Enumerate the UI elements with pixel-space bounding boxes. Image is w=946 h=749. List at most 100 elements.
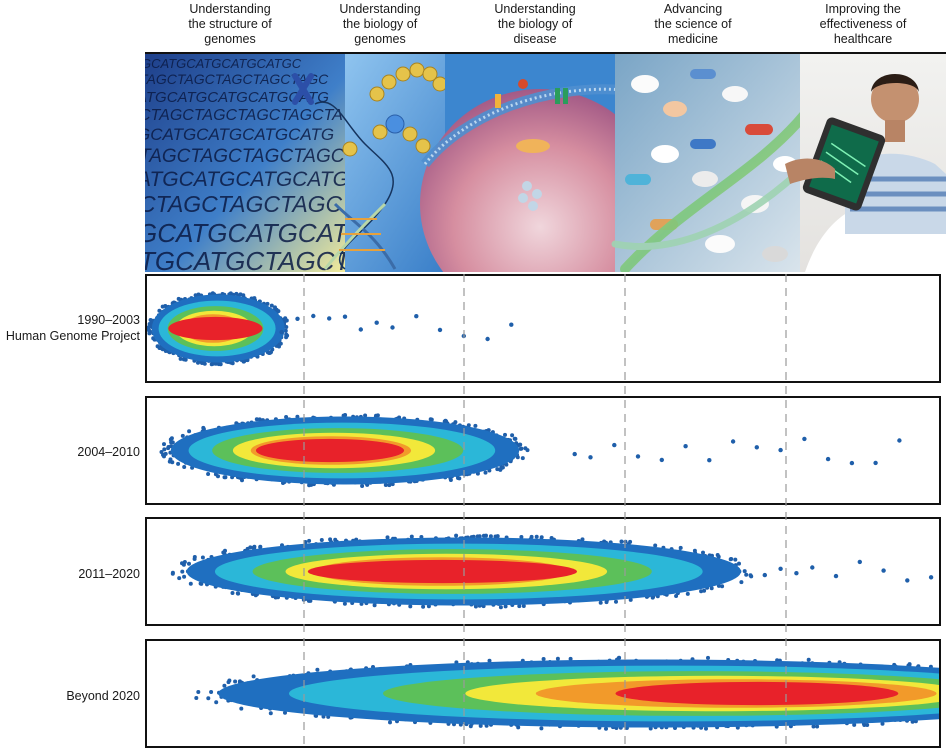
outlier-dot bbox=[635, 454, 641, 459]
scatter-dot bbox=[478, 723, 483, 728]
scatter-dot bbox=[473, 423, 478, 428]
outlier-dot bbox=[588, 455, 593, 460]
outlier-dot bbox=[794, 571, 799, 576]
density-layer-5 bbox=[615, 681, 899, 706]
column-header-biology-disease: Understanding the biology of disease bbox=[494, 2, 576, 46]
scatter-dot bbox=[214, 700, 219, 705]
double-helix-icon bbox=[323, 202, 397, 270]
scatter-dot bbox=[235, 591, 240, 596]
scatter-dot bbox=[516, 725, 521, 730]
outlier-dot bbox=[509, 322, 514, 327]
outlier-dot bbox=[762, 572, 767, 578]
outlier-dot bbox=[659, 457, 664, 463]
receptor-icons bbox=[495, 79, 568, 108]
scatter-dot bbox=[715, 553, 720, 557]
scatter-dot bbox=[604, 726, 608, 731]
scatter-dot bbox=[269, 303, 274, 308]
scatter-dot bbox=[187, 561, 191, 566]
outlier-dot bbox=[730, 439, 736, 444]
nucleosome-chain bbox=[342, 62, 448, 157]
scatter-dot bbox=[623, 539, 628, 544]
cell-body bbox=[420, 89, 660, 272]
outlier-dot bbox=[572, 451, 577, 457]
column-header-structure: Understanding the structure of genomes bbox=[188, 2, 272, 46]
svg-text:CTAGCTAGCTAGCTAGCTA: CTAGCTAGCTAGCTAGCTA bbox=[145, 107, 343, 124]
scatter-dot bbox=[426, 604, 431, 609]
scatter-dot bbox=[166, 446, 171, 451]
panel-2011-2020 bbox=[145, 517, 941, 626]
scatter-dot bbox=[206, 696, 211, 701]
scatter-dot bbox=[409, 534, 414, 539]
scatter-dot bbox=[170, 570, 175, 575]
scatter-dot bbox=[650, 595, 655, 600]
svg-text:ATGCATGCATGCATG: ATGCATGCATGCATG bbox=[145, 168, 349, 191]
scatter-dot bbox=[604, 600, 609, 605]
organelle-icon bbox=[516, 139, 550, 153]
outlier-dot bbox=[707, 458, 712, 463]
scatter-dot bbox=[315, 667, 320, 672]
scatter-dot bbox=[428, 417, 433, 422]
scatter-dot bbox=[176, 296, 181, 301]
scatter-dot bbox=[169, 440, 174, 445]
scatter-dot bbox=[162, 447, 167, 452]
outlier-dot bbox=[754, 445, 759, 450]
scatter-dot bbox=[517, 604, 522, 609]
scatter-dot bbox=[176, 461, 181, 466]
scatter-dot bbox=[222, 683, 227, 688]
scatter-dot bbox=[180, 569, 185, 574]
outlier-dot bbox=[612, 442, 617, 448]
outlier-dot bbox=[358, 327, 363, 332]
svg-text:ATGCATGCATGCATGCATG: ATGCATGCATGCATGCATG bbox=[145, 89, 329, 106]
scatter-dot bbox=[284, 415, 289, 419]
scatter-dot bbox=[619, 539, 624, 544]
panel-beyond-2020 bbox=[145, 639, 941, 748]
scatter-dot bbox=[182, 574, 187, 579]
scatter-dot bbox=[568, 656, 573, 661]
scatter-dot bbox=[487, 658, 492, 663]
scatter-dot bbox=[495, 467, 500, 472]
scatter-dot bbox=[484, 533, 488, 538]
outlier-dot bbox=[374, 320, 379, 325]
scatter-dot bbox=[685, 591, 690, 596]
scatter-dot bbox=[360, 484, 365, 488]
scatter-dot bbox=[178, 356, 183, 361]
scatter-dot bbox=[521, 604, 526, 608]
row-label-2004-2010: 2004–2010 bbox=[77, 445, 140, 459]
scatter-dot bbox=[742, 569, 747, 574]
scatter-dot bbox=[254, 417, 259, 422]
scatter-dot bbox=[704, 726, 708, 731]
scatter-dot bbox=[628, 597, 633, 602]
scatter-dot bbox=[257, 417, 262, 422]
scatter-dot bbox=[598, 600, 603, 605]
scatter-dot bbox=[193, 293, 198, 298]
scatter-dot bbox=[148, 324, 153, 329]
scatter-dot bbox=[702, 588, 707, 593]
scatter-dot bbox=[196, 690, 201, 694]
scatter-dot bbox=[206, 472, 211, 476]
outlier-dot bbox=[461, 333, 466, 339]
panel-2004-2010 bbox=[145, 396, 941, 505]
scatter-dot bbox=[233, 679, 238, 684]
scatter-dot bbox=[518, 442, 523, 447]
scatter-dot bbox=[180, 561, 184, 566]
row-label-2011-2020: 2011–2020 bbox=[78, 567, 140, 581]
svg-text:GCATGCATGCAT: GCATGCATGCAT bbox=[145, 218, 350, 248]
svg-text:GCATGCATGCATGCATGC: GCATGCATGCATGCATGC bbox=[145, 56, 302, 71]
scatter-dot bbox=[852, 722, 857, 727]
scatter-dot bbox=[374, 413, 378, 418]
scatter-dot bbox=[448, 478, 453, 482]
scatter-dot bbox=[498, 467, 503, 472]
scatter-dot bbox=[541, 657, 546, 661]
density-layer-5 bbox=[168, 316, 263, 341]
scatter-dot bbox=[218, 362, 223, 367]
outlier-dot bbox=[881, 568, 886, 573]
scatter-dot bbox=[729, 557, 734, 561]
scatter-dot bbox=[473, 604, 478, 609]
scatter-dot bbox=[237, 679, 242, 684]
scatter-dot bbox=[240, 478, 244, 483]
outlier-dot bbox=[833, 573, 839, 579]
scatter-dot bbox=[284, 332, 289, 337]
scatter-dot bbox=[512, 436, 517, 441]
scatter-dot bbox=[342, 601, 347, 606]
scatter-dot bbox=[466, 423, 471, 428]
